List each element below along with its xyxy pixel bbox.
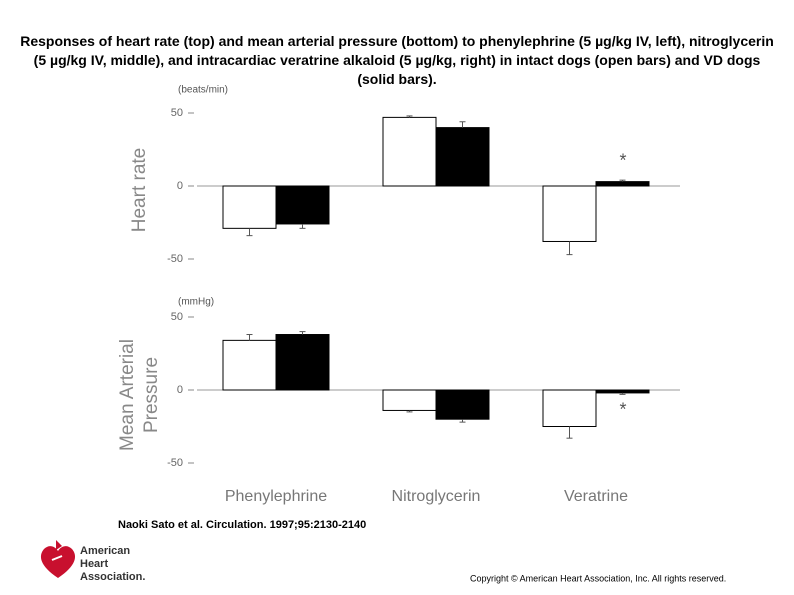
bar <box>222 185 277 229</box>
y-tick-label: 0 <box>177 180 183 192</box>
copyright: Copyright © American Heart Association, … <box>470 573 726 583</box>
bar <box>542 185 597 242</box>
citation: Naoki Sato et al. Circulation. 1997;95:2… <box>118 519 366 531</box>
logo-heart <box>40 540 76 578</box>
y-tick-label: 50 <box>171 311 183 323</box>
logo-text: American <box>80 545 130 557</box>
bar <box>595 389 650 394</box>
caption: Responses of heart rate (top) and mean a… <box>20 33 774 87</box>
unit-label: (mmHg) <box>178 297 214 308</box>
logo-text: Association. <box>80 571 145 583</box>
x-tick-label: Nitroglycerin <box>392 488 481 505</box>
x-tick-label: Phenylephrine <box>225 488 327 505</box>
y-tick-label: 50 <box>171 107 183 119</box>
bar <box>435 389 490 420</box>
y-axis-title: Mean Arterial <box>117 339 138 451</box>
y-tick-label: -50 <box>167 253 183 265</box>
x-tick-label: Veratrine <box>564 488 628 505</box>
y-tick-label: -50 <box>167 457 183 469</box>
bar <box>382 389 437 411</box>
unit-label: (beats/min) <box>178 85 228 96</box>
y-tick-label: 0 <box>177 384 183 396</box>
bar <box>275 185 330 225</box>
bar <box>382 116 437 187</box>
y-axis-title: Pressure <box>141 357 162 433</box>
annotation: * <box>619 150 626 170</box>
bar <box>435 127 490 187</box>
bar <box>222 339 277 391</box>
annotation: * <box>619 400 626 420</box>
y-axis-title: Heart rate <box>129 148 150 232</box>
bar <box>542 389 597 427</box>
bar <box>275 334 330 391</box>
bar <box>595 181 650 187</box>
logo-text: Heart <box>80 558 108 570</box>
